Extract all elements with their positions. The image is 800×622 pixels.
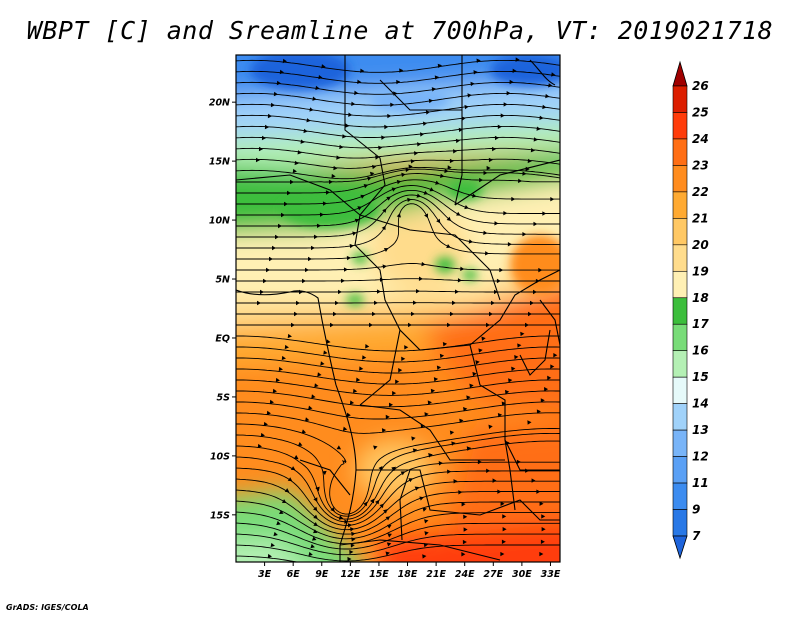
colorbar-label: 11 xyxy=(692,476,709,490)
lon-tick-label: 30E xyxy=(512,569,532,580)
lon-tick-label: 18E xyxy=(398,569,418,580)
lon-tick-label: 21E xyxy=(426,569,446,580)
colorbar-swatch xyxy=(673,139,687,165)
colorbar-label: 25 xyxy=(692,105,709,119)
lat-tick-label: 5N xyxy=(215,275,230,286)
lat-tick-label: 10N xyxy=(209,216,230,227)
colorbar-label: 19 xyxy=(692,264,709,278)
lat-tick-label: EQ xyxy=(215,333,230,344)
colorbar-label: 13 xyxy=(692,423,709,437)
colorbar-label: 15 xyxy=(692,370,709,384)
colorbar-label: 22 xyxy=(692,185,709,199)
lat-tick-label: 15S xyxy=(210,510,230,521)
colorbar-swatch xyxy=(673,457,687,483)
colorbar: 7 9 11 12 13 14 15 16 17 18 19 20 21 22 23 24 25 26 xyxy=(673,62,709,558)
colorbar-label: 9 xyxy=(692,503,700,517)
lat-tick-label: 15N xyxy=(209,157,230,168)
colorbar-swatch xyxy=(673,510,687,536)
colorbar-label: 12 xyxy=(692,450,709,464)
colorbar-label: 24 xyxy=(692,132,709,146)
colorbar-label: 7 xyxy=(692,529,701,543)
lon-tick-label: 33E xyxy=(541,569,561,580)
lat-tick-label: 10S xyxy=(210,451,230,462)
colorbar-swatch xyxy=(673,351,687,377)
colorbar-swatch xyxy=(673,377,687,403)
colorbar-label: 18 xyxy=(692,291,709,305)
colorbar-swatch xyxy=(673,430,687,456)
lon-tick-label: 9E xyxy=(315,569,329,580)
colorbar-swatch xyxy=(673,245,687,271)
colorbar-swatch xyxy=(673,112,687,138)
colorbar-swatch xyxy=(673,86,687,112)
lon-tick-label: 24E xyxy=(455,569,475,580)
colorbar-label: 20 xyxy=(692,238,709,252)
lon-tick-label: 12E xyxy=(340,569,360,580)
lat-tick-label: 20N xyxy=(209,98,230,109)
colorbar-top-arrow xyxy=(673,62,687,86)
lat-tick-label: 5S xyxy=(217,392,231,403)
colorbar-label: 17 xyxy=(692,317,709,331)
colorbar-label: 21 xyxy=(692,211,709,225)
colorbar-swatch xyxy=(673,271,687,297)
colorbar-label: 16 xyxy=(692,344,709,358)
colorbar-swatch xyxy=(673,192,687,218)
lon-tick-label: 27E xyxy=(483,569,503,580)
colorbar-label: 23 xyxy=(692,158,709,172)
colorbar-swatch xyxy=(673,404,687,430)
lon-tick-label: 15E xyxy=(369,569,389,580)
wbpt-field xyxy=(200,20,600,600)
colorbar-swatch xyxy=(673,298,687,324)
colorbar-swatch xyxy=(673,218,687,244)
lon-tick-label: 6E xyxy=(287,569,301,580)
colorbar-label: 14 xyxy=(692,397,709,411)
footer-credit: GrADS: IGES/COLA xyxy=(6,603,89,612)
colorbar-swatch xyxy=(673,165,687,191)
colorbar-swatch xyxy=(673,483,687,509)
lon-tick-label: 3E xyxy=(258,569,272,580)
colorbar-label: 26 xyxy=(692,79,709,93)
colorbar-swatch xyxy=(673,324,687,350)
colorbar-bottom-arrow xyxy=(673,536,687,558)
